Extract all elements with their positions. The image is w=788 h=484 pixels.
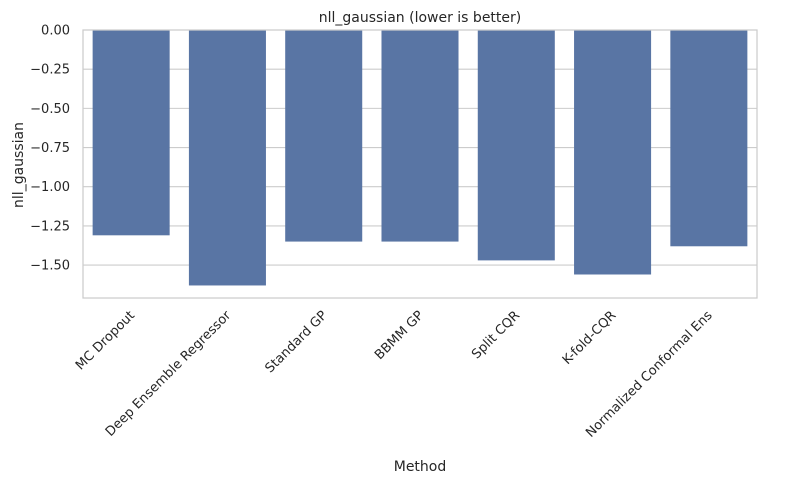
y-tick-label: 0.00: [41, 24, 70, 39]
y-tick-label: −1.25: [30, 219, 70, 234]
chart-title: nll_gaussian (lower is better): [319, 10, 522, 26]
x-tick-label: MC Dropout: [73, 308, 138, 373]
y-tick-label: −1.00: [30, 180, 70, 195]
bar: [670, 30, 748, 247]
bars: [92, 30, 748, 286]
y-tick-label: −1.50: [30, 259, 70, 274]
y-tick-label: −0.75: [30, 141, 70, 156]
plot-frame: [82, 29, 758, 299]
x-tick-label: Standard GP: [263, 308, 331, 376]
bar: [188, 30, 266, 286]
x-axis-label: Method: [394, 459, 447, 475]
bar: [285, 30, 363, 242]
y-axis-label: nll_gaussian: [11, 122, 27, 208]
x-tick-label: K-fold-CQR: [560, 308, 620, 368]
x-tick-label: Split CQR: [469, 308, 523, 362]
bar: [574, 30, 652, 275]
bar: [92, 30, 170, 236]
y-tick-labels: 0.00 −0.25 −0.50 −0.75 −1.00 −1.25 −1.50: [30, 24, 70, 274]
bar: [381, 30, 459, 242]
x-tick-label: BBMM GP: [372, 308, 427, 363]
y-tick-label: −0.50: [30, 102, 70, 117]
bar: [477, 30, 555, 261]
y-tick-label: −0.25: [30, 63, 70, 78]
